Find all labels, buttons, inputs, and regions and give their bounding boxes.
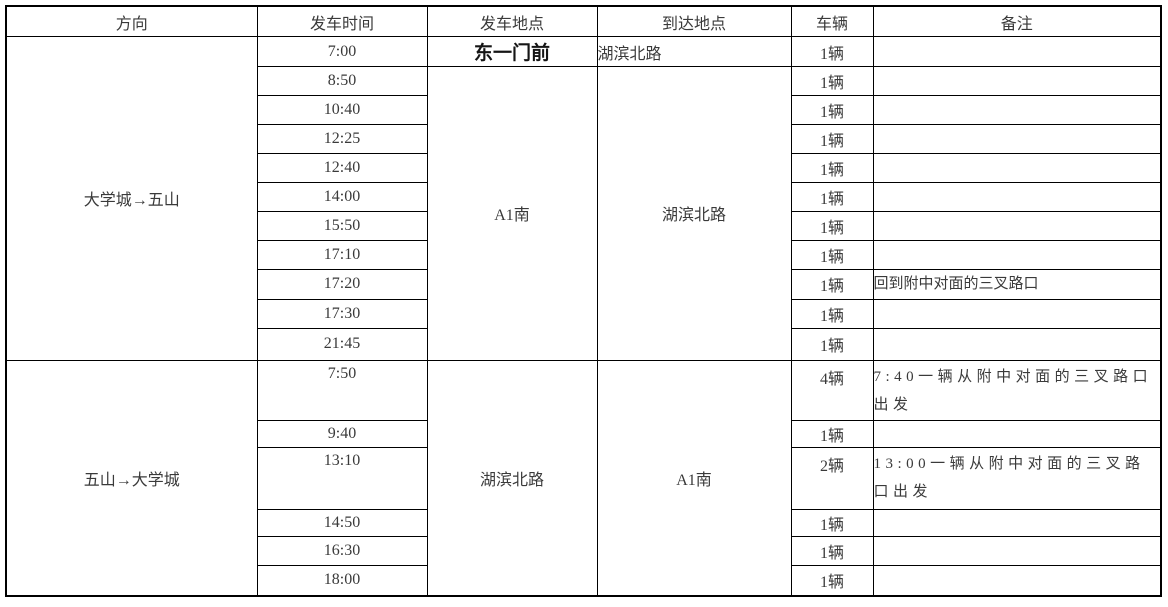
- time-cell: 8:50: [256, 66, 428, 96]
- depart-place-cell: 东一门前: [426, 36, 598, 67]
- remark-cell: [872, 36, 1162, 67]
- table-row: 13:10 2辆 13:00一辆从附中对面的三叉路口出发: [6, 446, 1162, 510]
- table-row: 18:00 1辆: [6, 564, 1162, 597]
- time-cell: 10:40: [256, 95, 428, 125]
- remark-cell: 7:40一辆从附中对面的三叉路口出发: [872, 359, 1162, 421]
- time-cell: 18:00: [256, 564, 428, 597]
- bus-schedule-table: 方向 发车时间 发车地点 到达地点 车辆 备注 大学城→五山 7:00 东一门前…: [5, 5, 1162, 597]
- vehicles-cell: 4辆: [790, 359, 874, 421]
- remark-cell: [872, 298, 1162, 329]
- table-row: 五山→大学城 7:50 湖滨北路 A1南 4辆 7:40一辆从附中对面的三叉路口…: [5, 359, 1162, 597]
- remark-cell: [872, 419, 1162, 448]
- vehicles-cell: 1辆: [790, 535, 874, 566]
- vehicles-cell: 1辆: [790, 211, 874, 241]
- depart-place-cell: 湖滨北路: [426, 359, 598, 597]
- header-direction: 方向: [5, 5, 258, 37]
- header-remarks: 备注: [872, 5, 1162, 37]
- remark-cell: [872, 211, 1162, 241]
- vehicles-cell: 1辆: [790, 564, 874, 597]
- time-cell: 14:50: [256, 508, 428, 537]
- time-cell: 14:00: [256, 182, 428, 212]
- remark-cell: [872, 564, 1162, 597]
- time-cell: 15:50: [256, 211, 428, 241]
- remark-cell: [872, 535, 1162, 566]
- remark-cell: [872, 508, 1162, 537]
- direction-cell: 大学城→五山: [5, 36, 258, 361]
- header-depart-time: 发车时间: [256, 5, 428, 37]
- remark-cell: [872, 240, 1162, 270]
- remark-cell: 13:00一辆从附中对面的三叉路口出发: [872, 446, 1162, 510]
- arrive-place-cell: A1南: [596, 359, 792, 597]
- time-cell: 9:40: [256, 419, 428, 448]
- time-cell: 7:00: [256, 36, 428, 67]
- vehicles-cell: 1辆: [790, 153, 874, 183]
- vehicles-cell: 1辆: [790, 182, 874, 212]
- vehicles-cell: 1辆: [790, 36, 874, 67]
- remark-cell: 回到附中对面的三叉路口: [872, 269, 1162, 300]
- table-row: 17:20 1辆 回到附中对面的三叉路口: [6, 269, 1162, 300]
- table-row: 12:25 1辆: [6, 124, 1162, 154]
- time-cell: 16:30: [256, 535, 428, 566]
- time-cell: 7:50: [256, 359, 428, 421]
- time-cell: 17:30: [256, 298, 428, 329]
- remark-cell: [872, 182, 1162, 212]
- table-row: 大学城→五山 7:00 东一门前 湖滨北路 1辆: [5, 36, 1162, 361]
- header-row: 方向 发车时间 发车地点 到达地点 车辆 备注: [5, 5, 1162, 37]
- vehicles-cell: 1辆: [790, 66, 874, 96]
- table-row: 12:40 1辆: [6, 153, 1162, 183]
- remark-cell: [872, 327, 1162, 361]
- time-cell: 17:10: [256, 240, 428, 270]
- remark-cell: [872, 153, 1162, 183]
- vehicles-cell: 1辆: [790, 508, 874, 537]
- table-row: 15:50 1辆: [6, 211, 1162, 241]
- header-depart-place: 发车地点: [426, 5, 598, 37]
- vehicles-cell: 1辆: [790, 298, 874, 329]
- header-vehicles: 车辆: [790, 5, 874, 37]
- arrive-place-cell: 湖滨北路: [596, 66, 792, 361]
- vehicles-cell: 1辆: [790, 327, 874, 361]
- remark-cell: [872, 66, 1162, 96]
- depart-place-cell: A1南: [426, 66, 598, 361]
- vehicles-cell: 1辆: [790, 95, 874, 125]
- direction-cell: 五山→大学城: [5, 359, 258, 597]
- time-cell: 21:45: [256, 327, 428, 361]
- header-arrive-place: 到达地点: [596, 5, 792, 37]
- vehicles-cell: 1辆: [790, 269, 874, 300]
- remark-cell: [872, 95, 1162, 125]
- time-cell: 12:40: [256, 153, 428, 183]
- time-cell: 12:25: [256, 124, 428, 154]
- arrive-place-cell: 湖滨北路: [596, 36, 792, 67]
- vehicles-cell: 1辆: [790, 419, 874, 448]
- vehicles-cell: 1辆: [790, 124, 874, 154]
- remark-cell: [872, 124, 1162, 154]
- time-cell: 17:20: [256, 269, 428, 300]
- table-row: 17:30 1辆: [6, 298, 1162, 329]
- time-cell: 13:10: [256, 446, 428, 510]
- vehicles-cell: 1辆: [790, 240, 874, 270]
- vehicles-cell: 2辆: [790, 446, 874, 510]
- table-row: 17:10 1辆: [6, 240, 1162, 270]
